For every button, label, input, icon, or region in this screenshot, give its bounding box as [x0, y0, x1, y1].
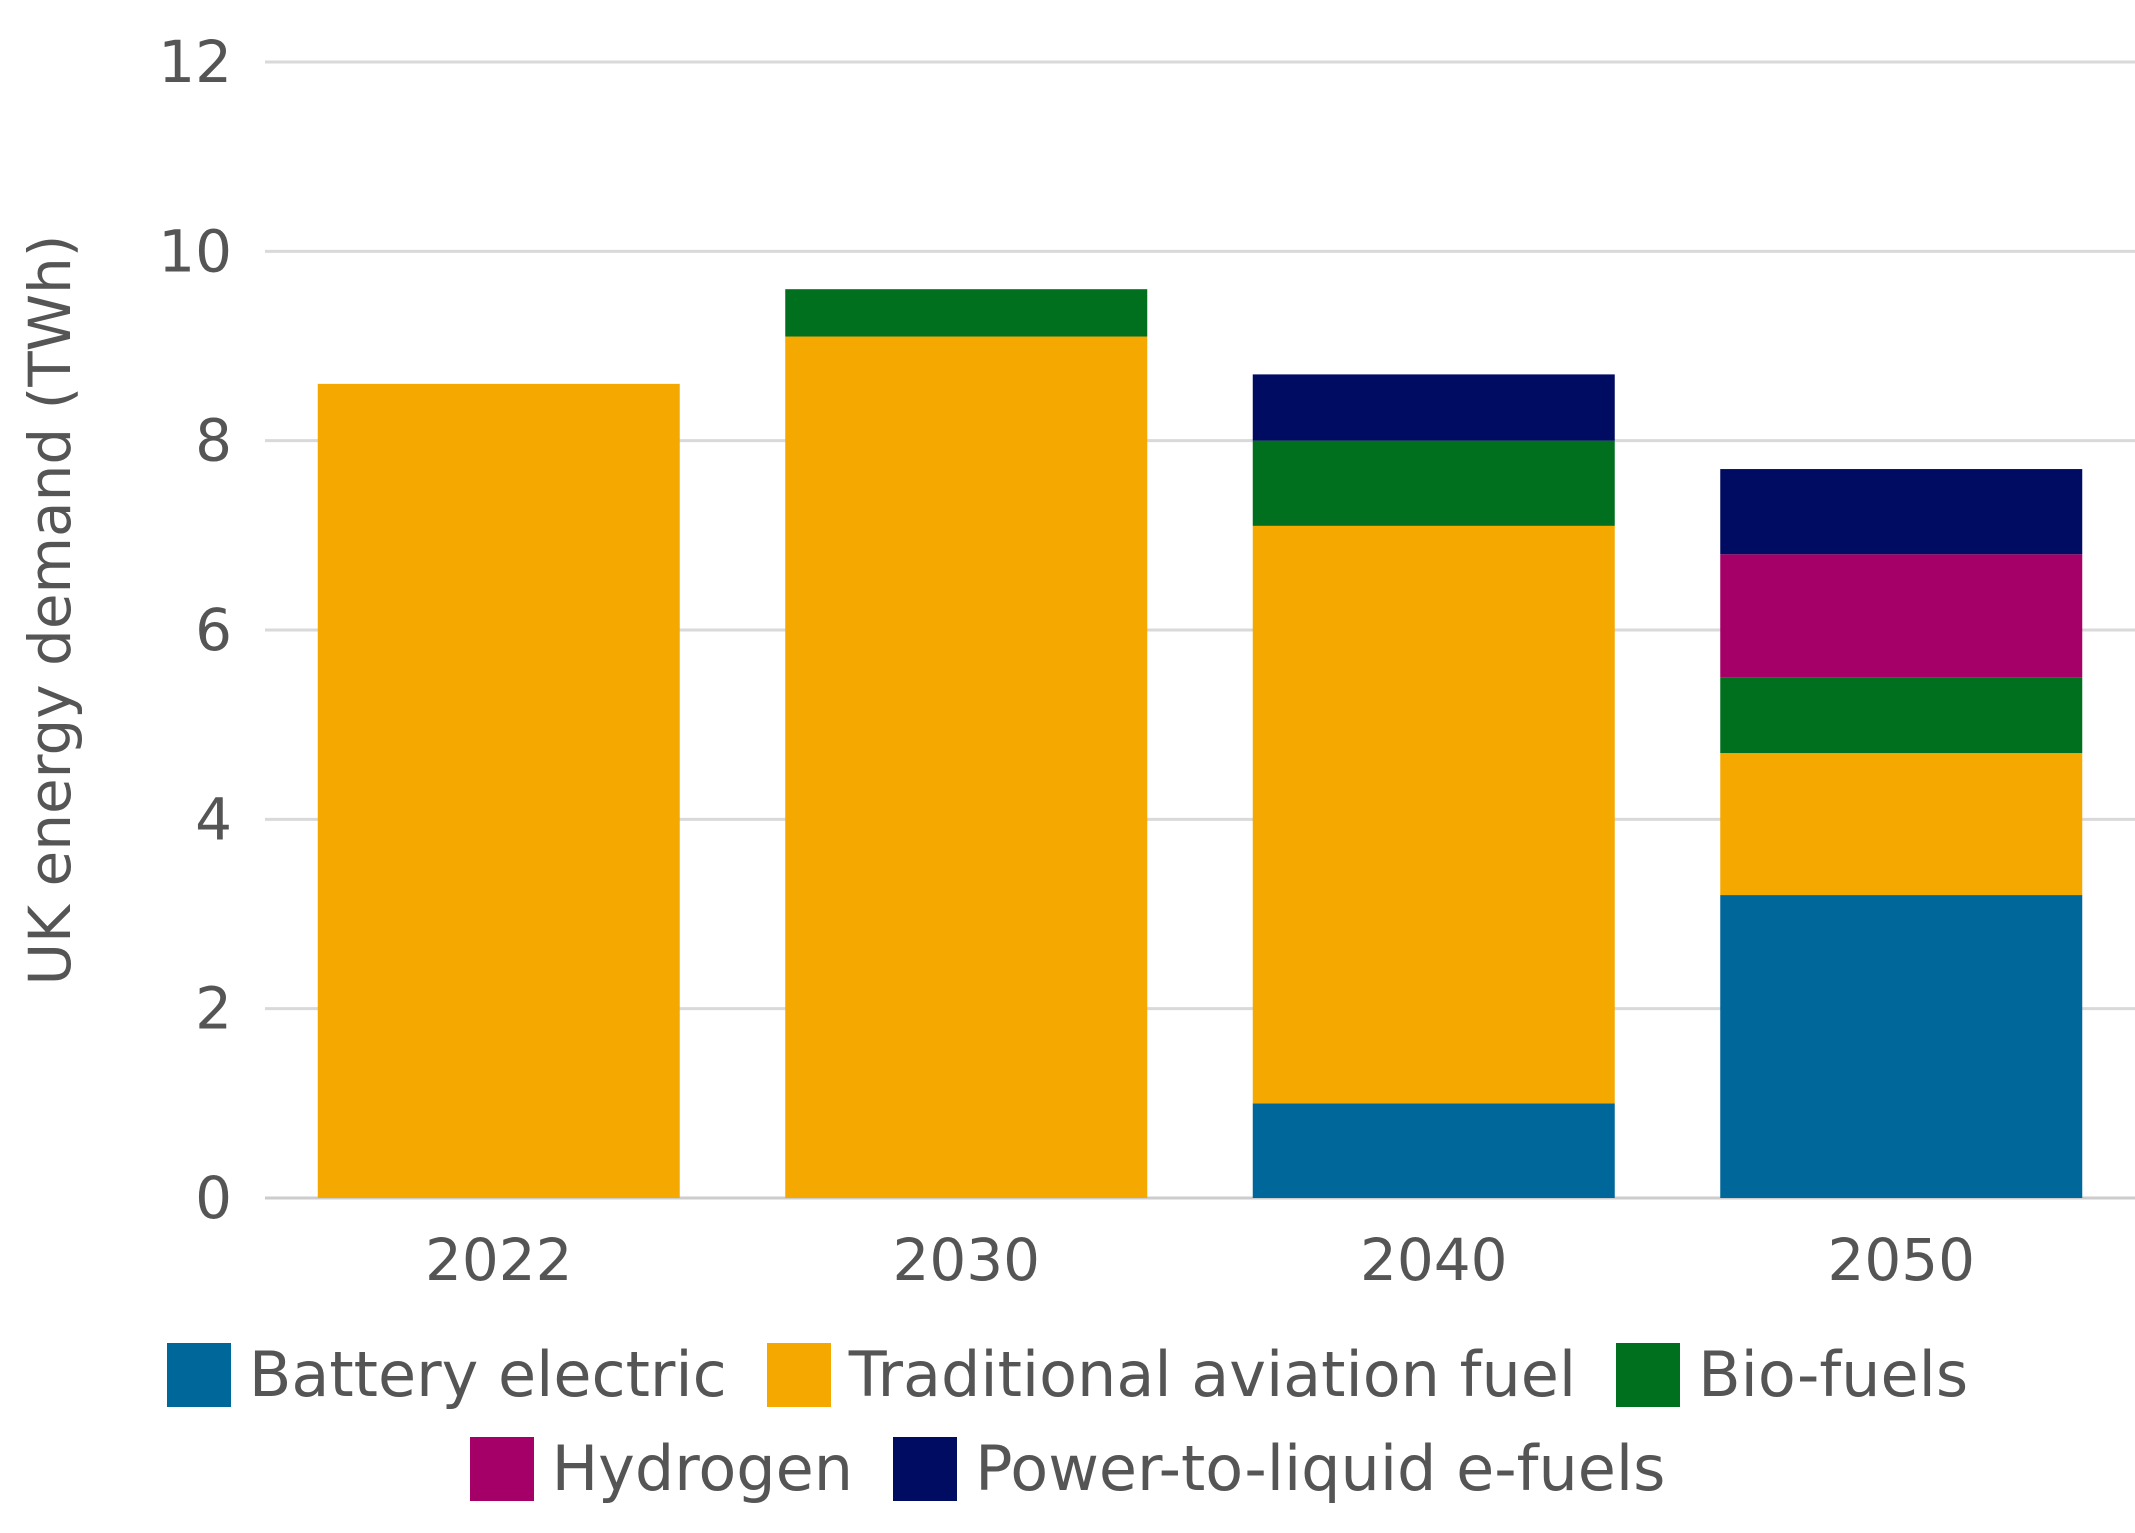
legend-label: Power-to-liquid e-fuels — [975, 1432, 1666, 1505]
y-tick-label: 6 — [195, 596, 232, 664]
bar-segment — [1720, 753, 2083, 896]
legend-item: Hydrogen — [469, 1432, 854, 1505]
bar-segment — [1252, 525, 1615, 1104]
bar-segment — [1252, 440, 1615, 526]
legend-label: Bio-fuels — [1698, 1338, 1969, 1411]
legend-swatch — [166, 1343, 231, 1407]
x-axis-ticks: 2022 2030 2040 2050 — [425, 1226, 1975, 1294]
legend-swatch — [1616, 1343, 1681, 1407]
legend-item: Power-to-liquid e-fuels — [893, 1434, 1665, 1504]
bar-segment — [1720, 895, 2083, 1198]
legend-label: Hydrogen — [551, 1432, 854, 1505]
bar-segment — [785, 336, 1148, 1198]
bar-segment — [1720, 469, 2083, 555]
legend-label: Battery electric — [248, 1338, 727, 1411]
legend-item: Bio-fuels — [1616, 1340, 1968, 1410]
bar-segment — [1252, 1103, 1615, 1198]
bar-segment — [1252, 374, 1615, 441]
y-tick-label: 4 — [195, 785, 232, 853]
bars — [317, 289, 2083, 1198]
bar-segment — [1720, 677, 2083, 754]
stacked-bar-chart: 0 2 4 6 8 10 12 2022 2030 2040 2050 UK energy dem… — [16, 28, 2135, 1294]
legend-label: Traditional aviation fuel — [848, 1338, 1577, 1411]
y-axis-ticks: 0 2 4 6 8 10 12 — [158, 28, 232, 1232]
legend-swatch — [766, 1343, 831, 1407]
legend: Battery electric Traditional aviation fue… — [0, 1340, 2135, 1504]
y-tick-label: 10 — [158, 217, 232, 285]
x-tick-label: 2022 — [425, 1226, 573, 1294]
y-tick-label: 0 — [195, 1164, 232, 1232]
y-axis-label: UK energy demand (TWh) — [16, 235, 84, 986]
y-tick-label: 2 — [195, 975, 232, 1043]
legend-item: Traditional aviation fuel — [766, 1338, 1577, 1411]
bar-segment — [317, 383, 680, 1198]
legend-swatch — [469, 1437, 534, 1501]
legend-row: Hydrogen Power-to-liquid e-fuels — [469, 1432, 1665, 1505]
y-tick-label: 12 — [158, 28, 232, 96]
x-tick-label: 2030 — [892, 1226, 1040, 1294]
legend-item: Battery electric — [166, 1338, 727, 1411]
legend-row: Battery electric Traditional aviation fue… — [166, 1338, 1968, 1411]
bar-segment — [785, 289, 1148, 337]
legend-swatch — [893, 1437, 958, 1501]
y-tick-label: 8 — [195, 407, 232, 475]
x-tick-label: 2050 — [1827, 1226, 1975, 1294]
x-tick-label: 2040 — [1360, 1226, 1508, 1294]
bar-segment — [1720, 554, 2083, 678]
